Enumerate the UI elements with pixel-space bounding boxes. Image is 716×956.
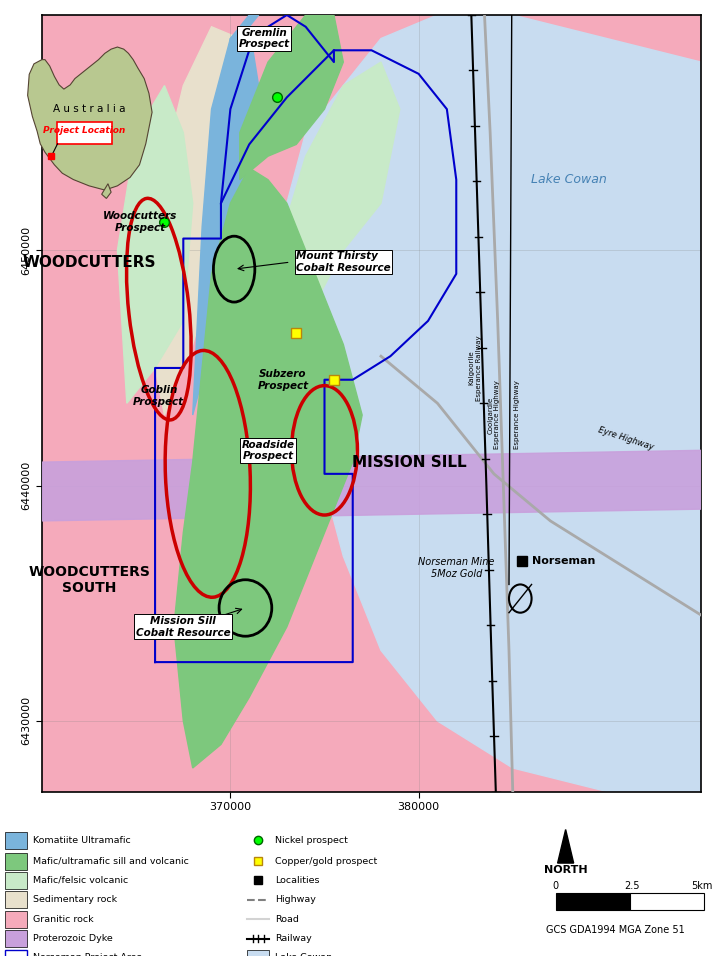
Text: Norseman Mine
5Moz Gold: Norseman Mine 5Moz Gold	[418, 557, 495, 578]
FancyBboxPatch shape	[5, 891, 26, 908]
Text: Goblin
Prospect: Goblin Prospect	[133, 385, 185, 407]
Polygon shape	[268, 15, 701, 792]
Text: Eyre Highway: Eyre Highway	[597, 426, 654, 452]
Text: MISSION SILL: MISSION SILL	[352, 455, 467, 469]
Text: Mafic/felsic volcanic: Mafic/felsic volcanic	[33, 876, 128, 885]
Text: Mafic/ultramafic sill and volcanic: Mafic/ultramafic sill and volcanic	[33, 857, 189, 865]
FancyBboxPatch shape	[57, 122, 112, 144]
Text: NORTH: NORTH	[544, 865, 587, 876]
Polygon shape	[268, 62, 400, 368]
Text: Roadside
Prospect: Roadside Prospect	[241, 440, 294, 461]
Polygon shape	[42, 450, 701, 521]
Polygon shape	[28, 47, 152, 190]
Polygon shape	[240, 15, 343, 180]
Text: Road: Road	[275, 915, 299, 923]
Text: A u s t r a l i a: A u s t r a l i a	[53, 104, 125, 114]
Text: Gremlin
Prospect: Gremlin Prospect	[238, 28, 290, 50]
Text: Railway: Railway	[275, 934, 312, 943]
Text: Mount Thirsty
Cobalt Resource: Mount Thirsty Cobalt Resource	[296, 251, 391, 272]
Text: Kalgoorlie
Esperance Railway: Kalgoorlie Esperance Railway	[468, 336, 482, 401]
Text: Esperance Highway: Esperance Highway	[513, 380, 520, 449]
Text: Norseman: Norseman	[531, 556, 595, 566]
Text: GCS GDA1994 MGA Zone 51: GCS GDA1994 MGA Zone 51	[546, 924, 685, 935]
FancyBboxPatch shape	[5, 930, 26, 947]
Polygon shape	[193, 27, 258, 415]
Text: Localities: Localities	[275, 876, 320, 885]
Polygon shape	[174, 168, 362, 768]
Text: Komatiite Ultramafic: Komatiite Ultramafic	[33, 836, 131, 845]
Text: Project Location: Project Location	[43, 126, 125, 135]
FancyBboxPatch shape	[5, 949, 26, 956]
Text: Sedimentary rock: Sedimentary rock	[33, 896, 117, 904]
Polygon shape	[221, 15, 258, 109]
FancyBboxPatch shape	[5, 911, 26, 927]
FancyBboxPatch shape	[5, 853, 26, 870]
Text: 0: 0	[553, 880, 558, 891]
FancyBboxPatch shape	[630, 893, 704, 909]
Text: Woodcutters
Prospect: Woodcutters Prospect	[103, 211, 177, 233]
Text: 2.5: 2.5	[624, 880, 639, 891]
Text: WOODCUTTERS
SOUTH: WOODCUTTERS SOUTH	[28, 565, 150, 595]
Text: Mission Sill
Cobalt Resource: Mission Sill Cobalt Resource	[136, 616, 231, 638]
Text: 5km: 5km	[691, 880, 712, 891]
FancyBboxPatch shape	[248, 949, 269, 956]
FancyBboxPatch shape	[5, 872, 26, 889]
FancyBboxPatch shape	[5, 832, 26, 849]
Text: Highway: Highway	[275, 896, 316, 904]
Polygon shape	[102, 184, 111, 199]
Text: Norseman Project Area: Norseman Project Area	[33, 953, 142, 956]
Text: Nickel prospect: Nickel prospect	[275, 836, 348, 845]
FancyBboxPatch shape	[556, 893, 630, 909]
Text: Subzero
Prospect: Subzero Prospect	[258, 369, 309, 391]
Text: WOODCUTTERS: WOODCUTTERS	[22, 254, 156, 270]
Text: Copper/gold prospect: Copper/gold prospect	[275, 857, 377, 865]
Text: Lake Cowan: Lake Cowan	[531, 173, 607, 186]
Polygon shape	[117, 86, 193, 403]
Text: Granitic rock: Granitic rock	[33, 915, 94, 923]
Polygon shape	[145, 27, 249, 415]
Text: Coolgardie
Esperance Highway: Coolgardie Esperance Highway	[488, 380, 500, 449]
Text: Proterozoic Dyke: Proterozoic Dyke	[33, 934, 112, 943]
Text: Lake Cowan: Lake Cowan	[275, 953, 332, 956]
Polygon shape	[558, 830, 574, 863]
